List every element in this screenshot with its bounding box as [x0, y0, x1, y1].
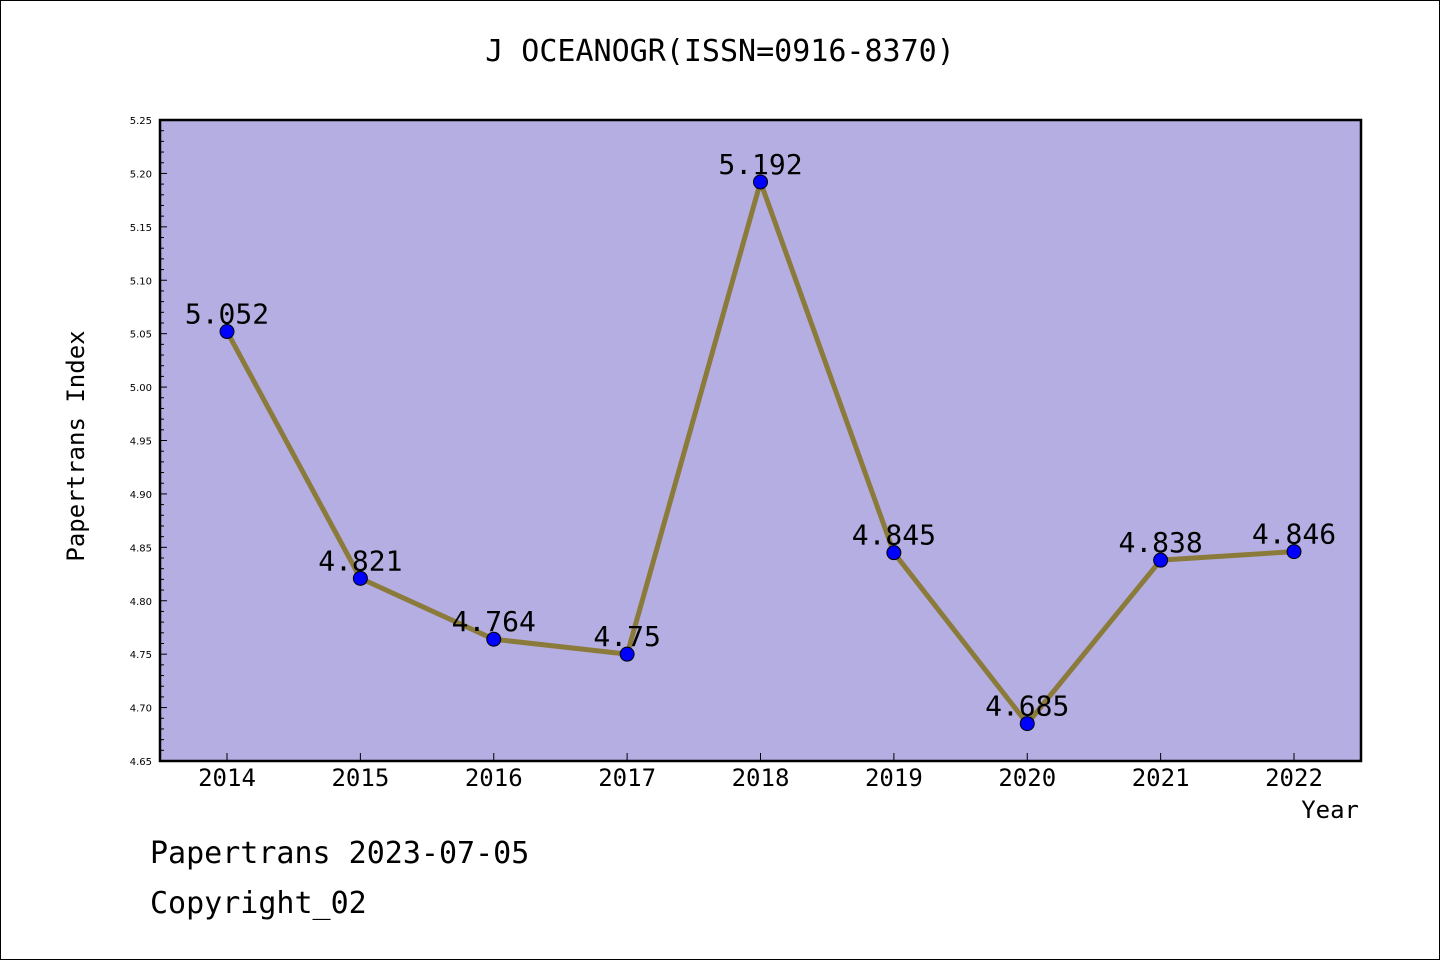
data-labels: 5.052 4.821 4.764 4.75 5.192 4.845 4.685 4.838 4…: [185, 148, 1336, 723]
data-label: 4.75: [593, 620, 660, 653]
data-label: 4.846: [1252, 518, 1336, 551]
footer-copyright: Copyright_02: [150, 886, 367, 921]
data-label: 5.192: [718, 148, 802, 181]
x-tick-label: 2018: [732, 764, 790, 792]
chart-title: J OCEANOGR(ISSN=0916-8370): [485, 34, 955, 69]
data-point: [352, 570, 368, 586]
y-tick-label: 4.65: [130, 757, 152, 768]
x-tick-label: 2022: [1265, 764, 1323, 792]
y-tick-label: 5.20: [130, 169, 152, 180]
x-tick-label: 2014: [198, 764, 256, 792]
x-tick-label: 2021: [1132, 764, 1190, 792]
y-axis: 4.65 4.70 4.75 4.80 4.85 4.90 4.95 5.00 5.05 5.10…: [130, 116, 167, 768]
data-label: 4.685: [985, 690, 1069, 723]
y-tick-label: 4.85: [130, 543, 152, 554]
y-tick-label: 4.80: [130, 597, 152, 608]
y-tick-label: 5.15: [130, 223, 152, 234]
y-tick-label: 5.00: [130, 383, 152, 394]
y-tick-label: 4.95: [130, 437, 152, 448]
y-tick-label: 5.25: [130, 116, 152, 127]
y-tick-label: 4.75: [130, 650, 152, 661]
x-tick-label: 2016: [465, 764, 523, 792]
x-tick-label: 2020: [998, 764, 1056, 792]
plot-area: [158, 118, 1363, 763]
x-tick-label: 2019: [865, 764, 923, 792]
y-tick-label: 4.90: [130, 490, 152, 501]
y-tick-label: 5.05: [130, 330, 152, 341]
data-point: [1019, 716, 1035, 732]
footer-date: Papertrans 2023-07-05: [150, 836, 530, 871]
y-tick-label: 4.70: [130, 704, 152, 715]
data-label: 4.845: [852, 519, 936, 552]
series: [219, 174, 1302, 732]
data-label: 5.052: [185, 298, 269, 331]
x-tick-label: 2015: [331, 764, 389, 792]
x-axis-label: Year: [1301, 796, 1359, 824]
x-tick-label: 2017: [598, 764, 656, 792]
data-label: 4.821: [318, 544, 402, 577]
x-axis: 2014 2015 2016 2017 2018 2019 2020 2021 2022: [198, 753, 1323, 792]
data-point: [219, 324, 235, 340]
y-tick-label: 5.10: [130, 276, 152, 287]
data-point: [619, 646, 635, 662]
data-label: 4.764: [452, 605, 536, 638]
data-point: [1153, 552, 1169, 568]
data-point: [753, 174, 768, 190]
data-point: [1286, 544, 1302, 560]
data-point: [886, 545, 902, 561]
data-point: [486, 631, 502, 647]
data-label: 4.838: [1118, 526, 1202, 559]
